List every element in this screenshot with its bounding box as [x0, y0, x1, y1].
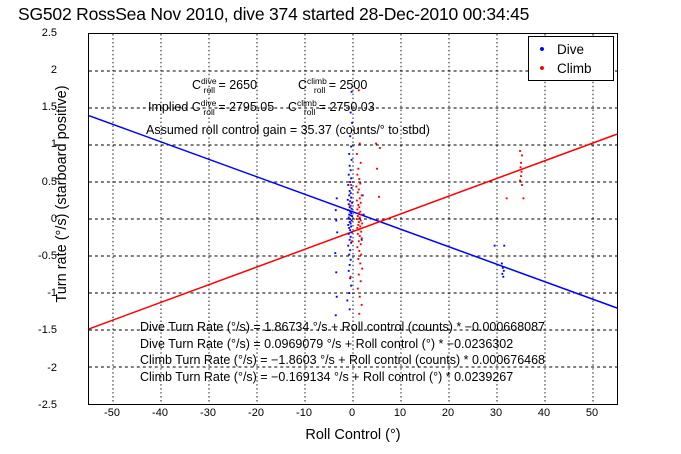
equation-dive-counts: Dive Turn Rate (°/s) = 1.86734 °/s + Rol… [140, 320, 546, 334]
legend-item-climb[interactable]: • Climb [529, 59, 613, 78]
c-dive-superscript: dive [201, 76, 217, 86]
y-tick-label: 0.5 [41, 176, 57, 188]
page-title: SG502 RossSea Nov 2010, dive 374 started… [18, 4, 530, 24]
x-tick-label: 10 [393, 407, 407, 419]
implied-dive-subscript: roll [203, 106, 215, 117]
c-dive-value: = 2650 [218, 78, 258, 93]
x-axis-label: Roll Control (°) [305, 427, 401, 443]
implied-c-roll-climb-annotation: Cclimbroll = 2750.03 [288, 96, 375, 119]
implied-dive-value: = 2795.05 [218, 100, 275, 115]
grid-layer [89, 34, 617, 404]
plot-area [88, 33, 618, 405]
x-tick-label: -50 [104, 407, 120, 419]
x-tick-label: 0 [348, 407, 356, 419]
y-tick-label: -0.5 [38, 250, 57, 262]
legend-item-dive[interactable]: • Dive [529, 40, 613, 59]
x-tick-label: -20 [248, 407, 264, 419]
x-tick-label: -30 [200, 407, 216, 419]
c-climb-subscript: roll [313, 84, 326, 95]
equation-dive-degrees: Dive Turn Rate (°/s) = 0.0969079 °/s + R… [140, 337, 514, 351]
y-tick-label: 2.5 [41, 27, 57, 39]
dive-marker-icon: • [539, 40, 545, 58]
legend-label-dive: Dive [557, 41, 585, 57]
equation-climb-counts: Climb Turn Rate (°/s) = −1.8603 °/s + Ro… [140, 353, 545, 367]
x-tick-label: 20 [441, 407, 455, 419]
y-tick-label: -2.5 [38, 399, 57, 411]
implied-prefix: Implied C [148, 100, 201, 115]
c-symbol: C [192, 78, 202, 93]
c-climb-value: = 2500 [328, 78, 368, 93]
implied-c-roll-dive-annotation: Implied Cdiveroll = 2795.05 [148, 96, 274, 119]
c-roll-dive-annotation: Cdiveroll = 2650 [192, 74, 257, 97]
y-tick-label: -1 [47, 287, 57, 299]
x-tick-label: -40 [152, 407, 168, 419]
implied-climb-subscript: roll [303, 106, 316, 117]
c-climb-superscript: climb [307, 76, 327, 86]
y-tick-label: 0 [50, 213, 57, 225]
y-tick-label: -1.5 [38, 324, 57, 336]
scatter-layer [334, 89, 525, 317]
trend-line-layer [88, 114, 618, 330]
y-tick-label: -2 [47, 362, 57, 374]
roll-control-gain-annotation: Assumed roll control gain = 35.37 (count… [146, 123, 430, 137]
implied-climb-value: = 2750.03 [318, 100, 375, 115]
x-tick-label: 30 [489, 407, 503, 419]
legend-label-climb: Climb [557, 60, 592, 76]
implied-climb-superscript: climb [297, 98, 317, 108]
c-dive-subscript: roll [203, 84, 215, 95]
y-tick-label: 1 [50, 138, 57, 150]
c-roll-climb-annotation: Cclimbroll = 2500 [298, 74, 367, 97]
climb-marker-icon: • [539, 59, 545, 77]
x-tick-label: -10 [296, 407, 312, 419]
equation-climb-degrees: Climb Turn Rate (°/s) = −0.169134 °/s + … [140, 370, 514, 384]
implied-dive-superscript: dive [200, 98, 217, 108]
y-tick-label: 1.5 [41, 101, 57, 113]
c-symbol: C [288, 100, 298, 115]
x-tick-label: 50 [585, 407, 599, 419]
x-tick-label: 40 [537, 407, 551, 419]
legend: • Dive • Climb [528, 36, 614, 81]
c-symbol: C [298, 78, 308, 93]
y-tick-label: 2 [50, 64, 57, 76]
